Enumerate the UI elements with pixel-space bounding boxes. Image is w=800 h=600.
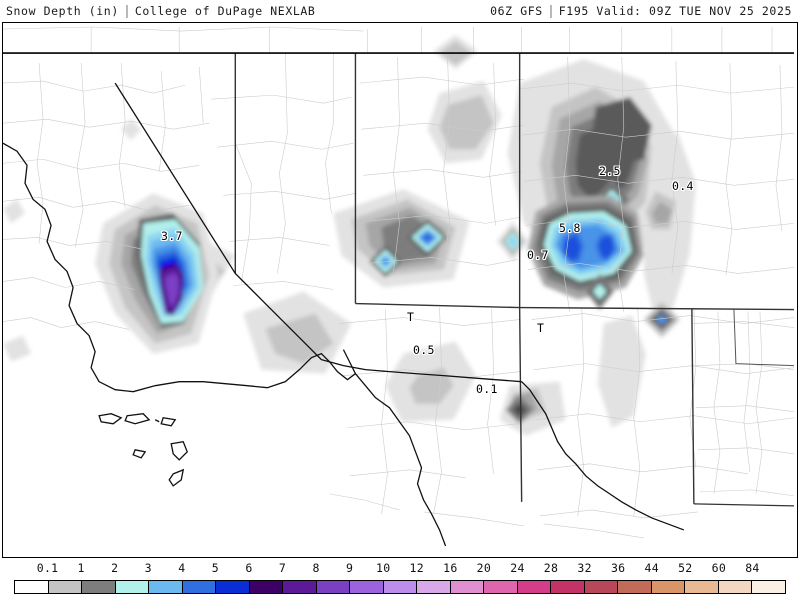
colorbar-tick-label: 16	[443, 561, 458, 575]
snow-value-label-sierra: 3.7	[161, 229, 183, 243]
colorbar-swatch	[48, 581, 83, 593]
colorbar-tick-label: 0.1	[36, 561, 59, 575]
colorbar-swatch	[651, 581, 686, 593]
colorbar-swatch	[484, 581, 518, 593]
colorbar-tick-label: 6	[245, 561, 253, 575]
header-left-group: Snow Depth (in) College of DuPage NEXLAB	[6, 4, 315, 18]
colorbar: 0.1 1 2 3 4 5 6 7 8 9 10 12 16 20 24 28 32 36 44 52 60 84	[0, 560, 800, 600]
colorbar-swatch	[450, 581, 485, 593]
colorbar-swatch	[216, 581, 250, 593]
data-source-label: College of DuPage NEXLAB	[134, 4, 316, 18]
colorbar-tick-label: 12	[409, 561, 425, 575]
colorbar-swatch	[517, 581, 552, 593]
state-boundaries	[3, 52, 795, 507]
colorbar-swatch	[82, 581, 116, 593]
colorbar-swatches	[14, 580, 786, 594]
colorbar-tick-label: 44	[644, 561, 659, 575]
snow-value-label-southwest-colorado: 0.7	[527, 248, 549, 262]
snow-value-label-colorado: 5.8	[559, 221, 581, 235]
snow-trace-label-west-new-mexico: T	[537, 321, 545, 335]
county-boundaries	[3, 26, 795, 539]
map-frame[interactable]: 3.7 5.8 2.5 0.4 0.7 0.5 0.1 T T	[2, 22, 798, 558]
colorbar-tick-label: 60	[711, 561, 727, 575]
colorbar-swatch	[350, 581, 384, 593]
header-separator2-icon	[549, 4, 552, 18]
snow-value-label-north-colorado: 2.5	[599, 164, 621, 178]
model-run-label: 06Z GFS	[490, 4, 543, 18]
colorbar-tick-label: 7	[278, 561, 287, 575]
snow-value-label-east-arizona: 0.1	[476, 382, 498, 396]
coastline-and-national-border	[3, 82, 685, 547]
colorbar-swatch	[551, 581, 585, 593]
header-bar: Snow Depth (in) College of DuPage NEXLAB…	[0, 0, 800, 22]
colorbar-swatch	[752, 581, 785, 593]
snow-value-label-central-arizona: 0.5	[413, 343, 435, 357]
colorbar-swatch	[149, 581, 183, 593]
colorbar-tick-label: 4	[178, 561, 186, 575]
colorbar-tick-label: 52	[678, 561, 693, 575]
colorbar-tick-label: 36	[610, 561, 626, 575]
colorbar-tick-label: 2	[111, 561, 119, 575]
colorbar-tick-label: 3	[144, 561, 152, 575]
colorbar-swatch	[182, 581, 217, 593]
colorbar-tick-label: 24	[510, 561, 525, 575]
colorbar-tick-label: 5	[211, 561, 220, 575]
colorbar-tick-label: 32	[577, 561, 592, 575]
colorbar-swatch	[15, 581, 49, 593]
colorbar-tick-label: 9	[346, 561, 354, 575]
colorbar-swatch	[584, 581, 619, 593]
snow-value-label-east-colorado: 0.4	[672, 179, 694, 193]
colorbar-tick-label: 28	[543, 561, 559, 575]
colorbar-tick-label: 20	[476, 561, 492, 575]
colorbar-swatch	[618, 581, 652, 593]
header-right-group: 06Z GFS F195 Valid: 09Z TUE NOV 25 2025	[490, 4, 792, 18]
colorbar-tick-labels: 0.1 1 2 3 4 5 6 7 8 9 10 12 16 20 24 28 32 36 44 52 60 84	[0, 560, 800, 578]
colorbar-tick-label: 1	[77, 561, 85, 575]
colorbar-tick-label: 8	[312, 561, 320, 575]
colorbar-tick-label: 10	[375, 561, 391, 575]
colorbar-swatch	[718, 581, 753, 593]
colorbar-swatch	[383, 581, 418, 593]
snow-depth-field	[3, 35, 696, 436]
colorbar-swatch	[685, 581, 719, 593]
colorbar-swatch	[283, 581, 317, 593]
colorbar-swatch	[249, 581, 284, 593]
snow-trace-label-north-arizona: T	[407, 310, 415, 324]
colorbar-tick-label: 84	[745, 561, 760, 575]
valid-time-label: F195 Valid: 09Z TUE NOV 25 2025	[558, 4, 792, 18]
page-title: Snow Depth (in)	[6, 4, 119, 18]
colorbar-swatch	[316, 581, 351, 593]
colorbar-swatch	[115, 581, 150, 593]
header-separator-icon	[125, 4, 128, 18]
colorbar-swatch	[417, 581, 451, 593]
map-canvas	[3, 23, 797, 557]
